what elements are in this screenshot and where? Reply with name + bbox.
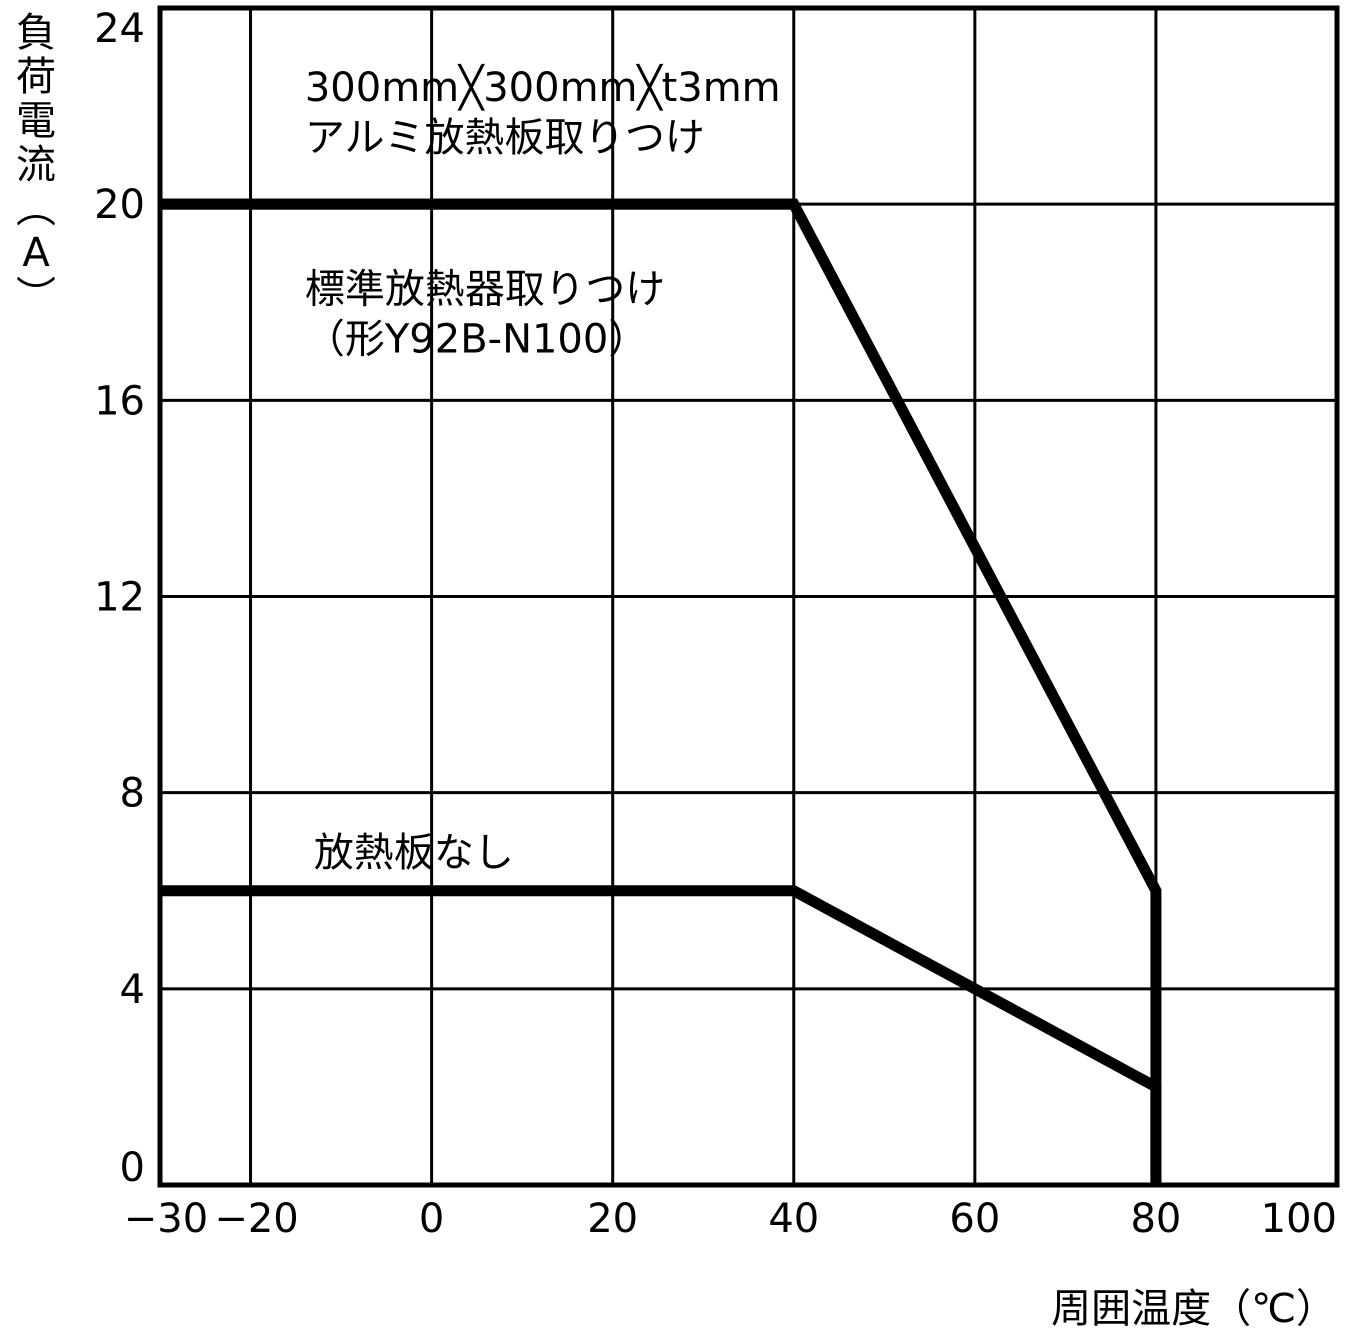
y-axis-label-char: ︶ [16, 274, 56, 320]
y-tick-label: 16 [94, 378, 145, 424]
y-tick-label: 20 [94, 182, 145, 228]
y-tick-labels: 0 4 8 12 16 20 24 [94, 6, 145, 1191]
y-tick-label: 12 [94, 575, 145, 621]
x-tick-label: −20 [214, 1196, 298, 1242]
y-tick-label: 0 [120, 1145, 145, 1191]
x-tick-label: 0 [419, 1196, 444, 1242]
x-tick-label: 20 [587, 1196, 638, 1242]
annotation-2-line-2: （形Y92B-N100） [305, 316, 648, 362]
y-axis-label-char: 負 [16, 10, 56, 56]
annotation-3-line-1: 放熱板なし [314, 830, 514, 876]
y-axis-label-char: 電 [16, 98, 56, 144]
series-line-3 [160, 885, 1162, 1185]
y-tick-label: 24 [94, 6, 145, 52]
plot-frame [157, 5, 1340, 1188]
annotations: 300mm╳300mm╳t3mmアルミ放熱板取りつけ標準放熱器取りつけ（形Y92… [305, 63, 781, 876]
x-tick-label: 100 [1261, 1196, 1337, 1242]
x-axis-label: 周囲温度（℃） [1051, 1286, 1336, 1332]
y-tick-label: 4 [120, 967, 145, 1013]
annotation-1-line-2: アルミ放熱板取りつけ [305, 115, 705, 161]
x-tick-label: 60 [949, 1196, 1000, 1242]
series-lines [160, 198, 1162, 1185]
y-axis-label-char: A [22, 230, 50, 276]
annotation-2-line-1: 標準放熱器取りつけ [305, 266, 665, 312]
x-tick-label: −30 [124, 1196, 208, 1242]
y-axis-label: 負荷電流︵ A ︶ [16, 10, 56, 320]
y-tick-label: 8 [120, 771, 145, 817]
annotation-1-line-1: 300mm╳300mm╳t3mm [305, 63, 781, 111]
y-axis-label-char: 流 [16, 142, 56, 188]
x-tick-labels: −30 −20 0 20 40 60 80 100 [124, 1196, 1337, 1242]
series-line-2 [160, 198, 1162, 1185]
y-axis-label-char: 荷 [16, 54, 56, 100]
x-tick-label: 80 [1130, 1196, 1181, 1242]
y-axis-label-char: ︵ [16, 186, 56, 232]
x-tick-label: 40 [768, 1196, 819, 1242]
